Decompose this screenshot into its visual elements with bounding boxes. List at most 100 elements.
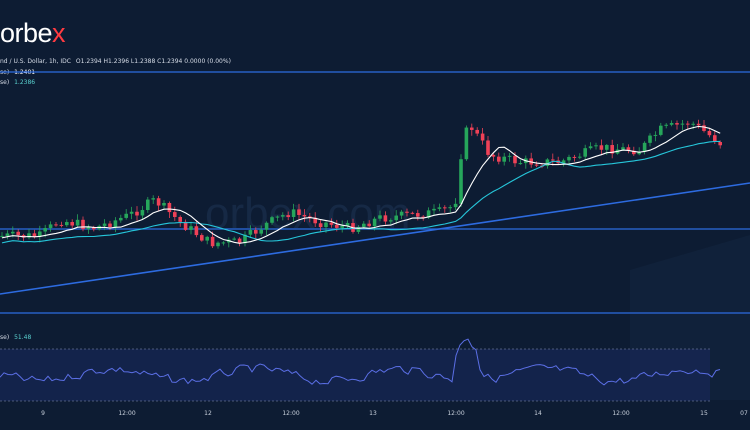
candle-body [659,125,663,135]
candle-body [243,234,247,244]
candle-body [502,156,506,162]
candle-body [178,216,182,222]
indicator-legend[interactable]: se) 51.48 [0,334,31,341]
candle-body [718,141,722,146]
candle-body [507,155,512,157]
ascending-trendline[interactable] [0,182,750,295]
candle-body [48,224,53,229]
candle-body [405,211,409,213]
candle-body [329,222,334,225]
ma-fast-line [1,125,721,244]
candle-body [464,127,469,160]
candle-body [378,215,382,219]
candle-body [426,210,431,218]
candle-body [497,156,501,162]
candle-body [588,146,593,149]
candle-body [194,226,199,236]
candle-body [626,147,631,151]
candle-body [221,242,226,244]
candle-body [545,159,550,166]
candle-body [534,164,539,166]
symbol-name[interactable]: nd / U.S. Dollar, 1h, IDC [0,58,71,65]
candle-body [437,207,442,209]
candle-body [664,124,668,126]
candle-body [232,238,236,240]
time-tick-label: 12:00 [612,410,630,417]
candle-body [54,224,58,226]
candle-body [480,133,485,141]
time-tick-label: 12:00 [447,410,465,417]
candle-body [146,199,150,211]
candle-body [707,130,712,136]
candle-body [173,212,177,217]
candle-body [102,223,107,226]
candle-body [281,215,285,217]
candle-body [113,220,118,227]
time-tick-label: 12 [204,410,212,417]
candle-body [313,217,317,224]
candle-body [324,222,328,228]
candle-body [237,238,242,244]
candle-body [653,134,658,136]
candle-body [183,221,188,230]
candle-body [43,228,47,232]
candle-body [167,202,172,213]
ma-slow-legend[interactable]: se) 1.2386 [0,79,35,86]
ma-slow-label: se) [0,79,10,86]
candle-body [713,135,717,142]
candle-body [394,215,398,221]
candle-body [32,233,37,237]
candle-body [65,222,69,226]
watermark-text: orbex.com [205,189,410,238]
candle-body [38,231,42,237]
candle-body [669,123,674,125]
time-tick-label: 13 [369,410,377,417]
candle-body [0,235,4,237]
candle-body [362,223,366,227]
candle-body [421,216,425,218]
candle-body [270,217,274,223]
candle-body [572,156,577,158]
time-tick-label: 9 [41,410,45,417]
candle-body [486,140,490,155]
candle-body [27,233,31,238]
candle-body [340,225,344,228]
candle-body [291,209,296,217]
candle-body [491,154,496,157]
candle-body [599,145,604,150]
candle-body [5,233,10,236]
candle-body [302,214,307,217]
candle-body [518,163,523,165]
candle-body [140,210,145,216]
indicator-label: se) [0,334,10,341]
candle-body [81,219,85,230]
candle-body [513,155,517,164]
candle-body [675,123,679,125]
candle-body [637,151,641,155]
oscillator-band [0,349,710,401]
candle-body [691,123,695,125]
ma-slow-value: 1.2386 [14,79,36,86]
symbol-header: nd / U.S. Dollar, 1h, IDC O1.2394 H1.239… [0,58,231,65]
candle-body [275,216,280,218]
candle-body [453,203,458,208]
candle-body [632,150,636,155]
candle-body [416,213,420,217]
time-tick-label: 15 [700,410,708,417]
candle-body [432,208,436,211]
time-tick-label: 12:00 [282,410,300,417]
candle-body [210,236,215,247]
candle-body [389,220,393,222]
candle-body [648,135,652,143]
candle-body [86,227,91,230]
candle-body [372,218,377,227]
candle-body [59,224,64,226]
candle-body [680,123,685,125]
candle-body [129,211,134,214]
candle-body [610,145,614,154]
time-tick-label: 12:00 [118,410,136,417]
candle-body [470,127,474,130]
candle-body [475,129,479,134]
